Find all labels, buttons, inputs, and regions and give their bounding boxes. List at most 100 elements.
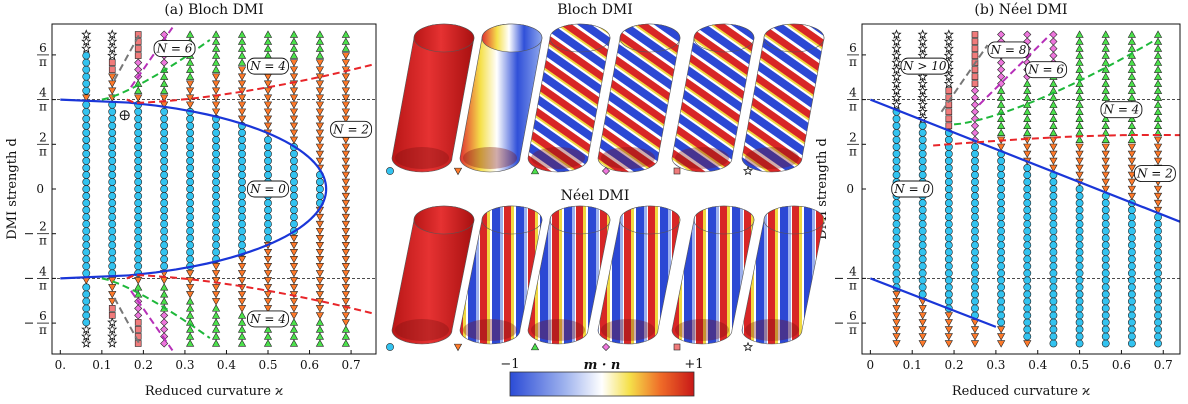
- bloch-point: [134, 199, 143, 207]
- neel-point: [1049, 325, 1058, 334]
- bloch-point: [315, 80, 325, 88]
- neel-point: [918, 305, 927, 313]
- neel-point: [997, 164, 1006, 172]
- bloch-point: [82, 100, 91, 109]
- bloch-y-tick-label: 4: [39, 264, 47, 278]
- neel-point: [997, 318, 1006, 327]
- neel-point: [997, 326, 1006, 334]
- bloch-point: [289, 325, 299, 333]
- bloch-point: [186, 220, 195, 229]
- bloch-point: [211, 65, 221, 73]
- neel-point: [944, 149, 953, 158]
- bloch-point: [289, 270, 299, 278]
- bloch-point: [82, 107, 91, 116]
- bloch-point: [237, 263, 247, 271]
- bloch-point: [315, 318, 325, 326]
- neel-point: [1101, 44, 1110, 52]
- neel-point: [1101, 58, 1110, 66]
- bloch-point: [212, 213, 220, 221]
- bloch-point: [107, 338, 118, 348]
- bloch-point: [134, 220, 143, 229]
- neel-point: [917, 78, 928, 88]
- bloch-point: [134, 38, 142, 45]
- neel-point: [918, 213, 927, 221]
- neel-point: [943, 36, 954, 46]
- bloch-point: [238, 185, 246, 193]
- neel-point: [892, 199, 901, 207]
- bloch-point: [186, 284, 195, 292]
- neel-point: [1153, 199, 1163, 208]
- neel-y-tick-label: 6: [849, 41, 857, 55]
- neel-y-tick-label: 4: [849, 86, 857, 100]
- bloch-point: [160, 248, 169, 257]
- bloch-point: [186, 241, 195, 250]
- bloch-point: [263, 94, 273, 102]
- bloch-point: [290, 171, 298, 179]
- bloch-point: [82, 171, 91, 179]
- bloch-point: [107, 331, 118, 341]
- neel-point: [971, 213, 979, 221]
- bloch-point: [238, 142, 246, 151]
- neel-point: [1154, 325, 1162, 334]
- neel-point: [1127, 297, 1136, 306]
- bloch-n8-boundary: [113, 297, 141, 344]
- bloch-point: [212, 142, 220, 151]
- neel-point: [1075, 332, 1084, 341]
- neel-point: [1101, 51, 1110, 59]
- bloch-point: [134, 333, 142, 340]
- neel-n4-boundary: [953, 39, 1156, 126]
- bloch-point: [237, 37, 247, 45]
- neel-point: [1049, 213, 1058, 221]
- bloch-point: [82, 121, 91, 130]
- neel-point: [1049, 30, 1058, 39]
- bloch-point: [108, 164, 117, 172]
- neel-point: [970, 114, 979, 123]
- bloch-point: [289, 66, 299, 74]
- bloch-point: [186, 291, 195, 299]
- neel-point: [1101, 37, 1110, 45]
- neel-point: [1127, 192, 1136, 201]
- neel-point: [1049, 220, 1058, 229]
- neel-point: [1153, 121, 1163, 129]
- neel-y-tick-label: 0: [846, 182, 854, 196]
- neel-point: [944, 276, 953, 285]
- legend-marker: [386, 167, 394, 175]
- bloch-point: [134, 227, 143, 236]
- neel-point: [892, 269, 901, 278]
- neel-point: [1023, 128, 1032, 137]
- neel-x-tick-label: 0.2: [945, 358, 964, 372]
- neel-point: [1127, 269, 1136, 278]
- neel-point: [1075, 135, 1084, 144]
- neel-point: [918, 157, 927, 165]
- bloch-point: [237, 318, 247, 326]
- bloch-point: [315, 101, 325, 109]
- bloch-point: [160, 241, 169, 250]
- bloch-point: [108, 135, 117, 144]
- neel-point: [918, 269, 927, 278]
- bloch-point: [237, 73, 247, 81]
- neel-point: [997, 262, 1006, 271]
- neel-point: [1101, 262, 1110, 271]
- bloch-point: [82, 51, 91, 60]
- neel-y-tick-pi: π: [849, 323, 857, 337]
- bloch-y-tick-label: 2: [39, 220, 47, 234]
- neel-point: [918, 319, 927, 327]
- bloch-point: [316, 185, 324, 193]
- bloch-point: [107, 43, 118, 53]
- bloch-point: [341, 150, 350, 159]
- neel-point: [997, 58, 1006, 67]
- bloch-point: [186, 339, 195, 347]
- neel-point: [1101, 234, 1110, 243]
- neel-point: [1154, 318, 1162, 327]
- neel-point: [1075, 206, 1084, 214]
- neel-point: [918, 199, 927, 207]
- bloch-point: [186, 135, 195, 144]
- bloch-y-tick-label: 6: [39, 309, 47, 323]
- neel-point: [1101, 325, 1110, 334]
- neel-point: [970, 100, 979, 109]
- neel-point: [944, 326, 953, 334]
- neel-x-tick-label: 0.5: [1070, 358, 1089, 372]
- neel-point: [918, 312, 927, 320]
- neel-point: [1075, 255, 1084, 264]
- bloch-point: [211, 298, 221, 306]
